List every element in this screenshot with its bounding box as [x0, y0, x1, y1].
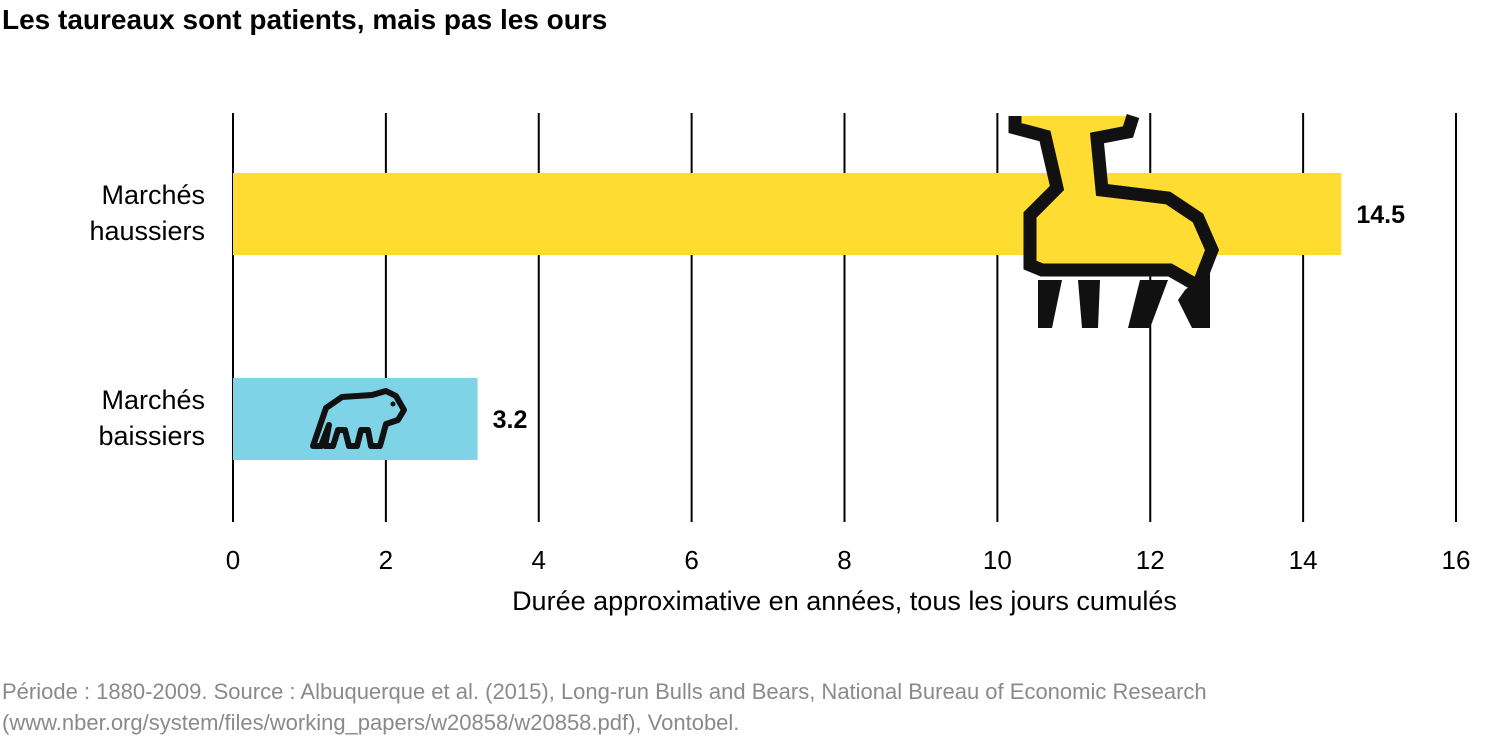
category-label: baissiers — [98, 421, 205, 451]
x-tick-label: 16 — [1442, 545, 1471, 575]
bull-leg — [1128, 280, 1168, 328]
value-label: 14.5 — [1356, 201, 1405, 229]
bear-outline — [310, 388, 407, 449]
source-line-2: (www.nber.org/system/files/working_paper… — [2, 710, 740, 735]
x-tick-label: 14 — [1289, 545, 1318, 575]
bar-chart: 0 2 4 6 8 10 12 14 16 Marchés haussiers 14.5 Marchés… — [89, 113, 1470, 616]
value-label: 3.2 — [493, 406, 528, 434]
source-note: Période : 1880-2009. Source : Albuquerqu… — [2, 676, 1207, 738]
x-tick-label: 12 — [1136, 545, 1165, 575]
x-tick-label: 0 — [226, 545, 240, 575]
bear-eye — [390, 401, 396, 407]
x-tick-label: 2 — [379, 545, 393, 575]
category-label: haussiers — [89, 216, 205, 246]
x-axis-label: Durée approximative en années, tous les … — [512, 586, 1177, 616]
bull-leg — [1038, 280, 1062, 328]
source-line-1: Période : 1880-2009. Source : Albuquerqu… — [2, 679, 1207, 704]
bull-body — [1008, 114, 1220, 296]
x-tick-label: 4 — [532, 545, 546, 575]
bear-icon — [310, 388, 407, 449]
bull-icon — [1008, 114, 1220, 328]
bull-leg — [1178, 270, 1210, 328]
x-tick-label: 10 — [983, 545, 1012, 575]
icons — [310, 114, 1220, 449]
x-tick-label: 8 — [837, 545, 851, 575]
x-tick-label: 6 — [684, 545, 698, 575]
bull-leg — [1078, 280, 1100, 328]
labels: 0 2 4 6 8 10 12 14 16 Marchés haussiers 14.5 Marchés… — [89, 180, 1470, 616]
category-label: Marchés — [101, 385, 205, 415]
category-label: Marchés — [101, 180, 205, 210]
chart-title: Les taureaux sont patients, mais pas les… — [2, 4, 608, 35]
